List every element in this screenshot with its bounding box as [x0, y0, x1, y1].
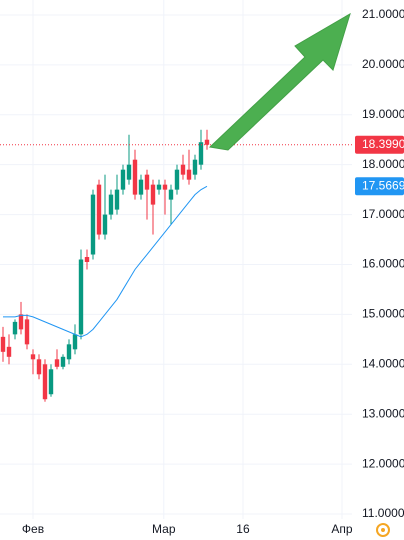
candle-body: [186, 169, 192, 180]
y-tick-label: 18.0000: [362, 157, 404, 171]
candle-body: [60, 356, 66, 367]
candle-body: [108, 194, 114, 215]
candle-body: [0, 336, 6, 352]
candle-body: [204, 139, 210, 145]
candle-body: [144, 174, 150, 190]
trend-arrow: [208, 12, 351, 151]
y-tick-label: 13.0000: [362, 406, 404, 420]
candle-body: [78, 259, 84, 335]
candle-body: [180, 164, 186, 175]
candle-body: [138, 179, 144, 195]
candle-body: [18, 314, 24, 330]
candle-body: [96, 184, 102, 235]
candle-body: [66, 344, 72, 360]
grid: [0, 0, 352, 519]
candle-body: [12, 321, 18, 335]
candle-body: [120, 169, 126, 190]
candle-body: [90, 194, 96, 255]
settings-icon-dot: [381, 528, 385, 532]
y-tick-label: 17.0000: [362, 207, 404, 221]
plot: [0, 129, 352, 402]
y-tick-label: 12.0000: [362, 456, 404, 470]
y-tick-label: 15.0000: [362, 307, 404, 321]
candle-body: [24, 319, 30, 345]
ma-price-box: [355, 177, 404, 196]
y-tick-label: 16.0000: [362, 257, 404, 271]
candle-body: [30, 354, 36, 360]
candle-body: [42, 364, 48, 400]
moving-average: [2, 185, 208, 338]
candle-body: [132, 159, 138, 195]
candle-body: [150, 184, 156, 205]
candle-body: [72, 334, 78, 350]
x-tick-label: 16: [236, 522, 250, 536]
candle-body: [36, 359, 42, 375]
candle-body: [156, 184, 162, 190]
x-tick-label: Фев: [22, 522, 44, 536]
candle-body: [84, 257, 90, 262]
candle-body: [162, 184, 168, 190]
candle-body: [198, 142, 204, 165]
candle-body: [48, 369, 54, 395]
candle-body: [174, 169, 180, 190]
y-tick-label: 21.0000: [362, 7, 404, 21]
candle-body: [114, 189, 120, 210]
y-tick-label: 11.0000: [362, 506, 404, 520]
ma-price-label: 17.5669: [362, 178, 404, 192]
last-price-label: 18.3990: [362, 137, 404, 151]
candle-body: [6, 346, 12, 357]
axes: 11.0000 12.0000 13.0000 14.0000 15.0000 16.00…: [22, 7, 404, 536]
candle-body: [192, 159, 198, 175]
candle-body: [126, 164, 132, 180]
y-tick-label: 20.0000: [362, 57, 404, 71]
candle-body: [102, 214, 108, 235]
y-tick-label: 19.0000: [362, 107, 404, 121]
candle-body: [168, 189, 174, 200]
x-tick-label: Мар: [152, 522, 176, 536]
candle-body: [54, 359, 60, 367]
y-tick-label: 14.0000: [362, 356, 404, 370]
settings-icon[interactable]: [376, 523, 390, 537]
x-tick-label: Апр: [331, 522, 353, 536]
last-price-box: [355, 135, 404, 154]
